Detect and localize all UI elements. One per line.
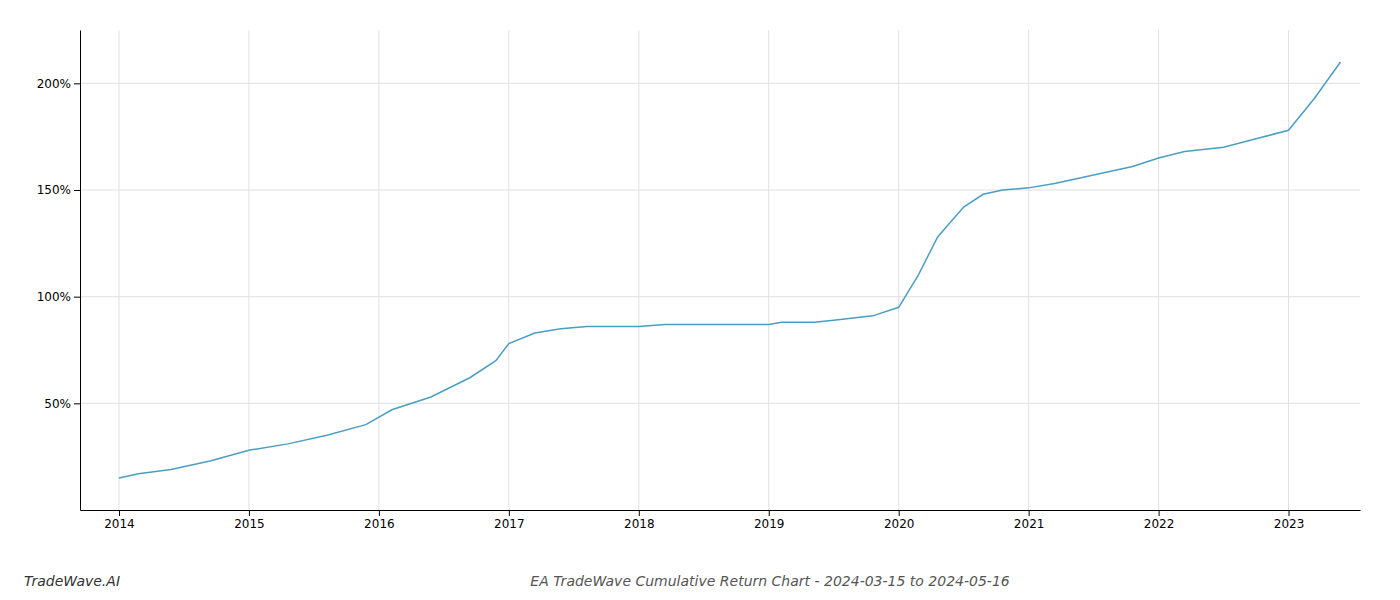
tick-mark [1029,510,1030,516]
tick: 150% [37,183,80,197]
grid-line [768,30,769,510]
tick: 2014 [104,510,135,531]
watermark: TradeWave.AI [24,573,120,589]
tick: 2020 [884,510,915,531]
grid-line [80,190,1360,191]
tick-mark [74,83,80,84]
tick-mark [379,510,380,516]
tick-label: 2020 [884,517,915,531]
tick-mark [74,403,80,404]
tick-label: 200% [37,77,71,91]
tick-label: 2014 [104,517,135,531]
plot: 2014 2015 2016 2017 2018 2019 2020 2021 2022 2023… [37,30,1361,531]
grid-line [378,30,379,510]
tick-mark [639,510,640,516]
tick: 2023 [1274,510,1305,531]
tick: 2015 [234,510,265,531]
tick-mark [1159,510,1160,516]
tick-mark [769,510,770,516]
grid-line [80,83,1360,84]
grid-line [1028,30,1029,510]
grid-line [638,30,639,510]
grid-line [248,30,249,510]
tick-label: 2019 [754,517,785,531]
tick-label: 2023 [1274,517,1305,531]
line [119,62,1341,478]
tick-mark [1289,510,1290,516]
tick-label: 2021 [1014,517,1045,531]
tick-label: 100% [37,290,71,304]
grid-line [508,30,509,510]
tick-mark [249,510,250,516]
tick-mark [899,510,900,516]
tick-mark [509,510,510,516]
marks [119,62,1341,478]
tick: 50% [44,397,80,411]
tick-label: 2018 [624,517,655,531]
tick: 2019 [754,510,785,531]
tick: 2017 [494,510,525,531]
tick: 100% [37,290,80,304]
grid-line [898,30,899,510]
tick: 2016 [364,510,395,531]
x-axis: 2014 2015 2016 2017 2018 2019 2020 2021 2022 2023 [81,510,1361,531]
tick: 2021 [1014,510,1045,531]
tick-label: 150% [37,183,71,197]
tick-label: 50% [44,397,71,411]
tick-label: 2016 [364,517,395,531]
chart: 2014 2015 2016 2017 2018 2019 2020 2021 2022 2023… [0,0,1400,600]
title: EA TradeWave Cumulative Return Chart - 2… [530,573,1010,589]
grid-line [1158,30,1159,510]
tick-label: 2022 [1144,517,1175,531]
tick: 2018 [624,510,655,531]
tick: 2022 [1144,510,1175,531]
grid [80,30,1360,510]
axis-line [81,510,1361,511]
tick-mark [119,510,120,516]
tick: 200% [37,77,80,91]
axis-line [80,31,81,511]
grid-line [1288,30,1289,510]
y-axis: 50% 100% 150% 200% [37,31,81,511]
tick-mark [74,297,80,298]
grid-line [118,30,119,510]
tick-mark [74,190,80,191]
grid-line [80,296,1360,297]
tick-label: 2015 [234,517,265,531]
grid-line [80,403,1360,404]
tick-label: 2017 [494,517,525,531]
